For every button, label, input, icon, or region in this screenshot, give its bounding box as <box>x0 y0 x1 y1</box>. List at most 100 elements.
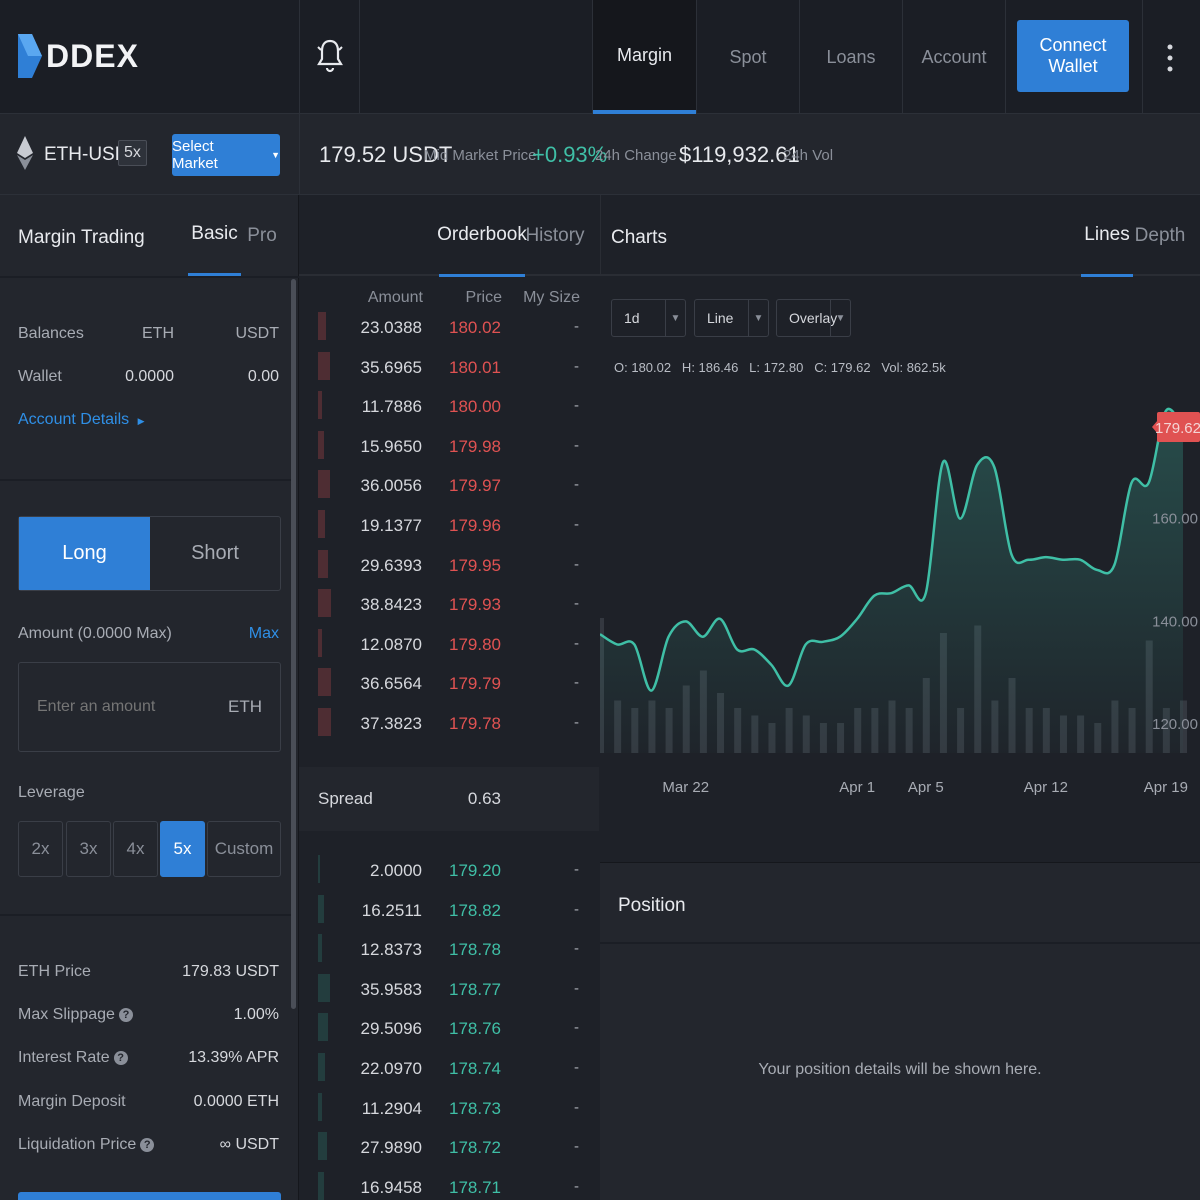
depth-bar <box>318 1013 329 1042</box>
select-market-dropdown[interactable]: Select Market ▼ <box>172 134 280 176</box>
order-amount: 29.6393 <box>360 555 422 575</box>
depth-bar <box>318 1092 322 1121</box>
leverage-badge: 5x <box>118 140 147 166</box>
order-price: 180.02 <box>449 318 501 337</box>
tab-lines[interactable]: Lines <box>1081 195 1133 277</box>
detail-interest-rate: Interest Rate? <box>18 1049 128 1067</box>
ask-row[interactable]: 15.9650 179.98 - <box>299 430 599 475</box>
connect-wallet-button[interactable]: Connect Wallet <box>1017 20 1129 92</box>
leverage-5x-button[interactable]: 5x <box>160 821 205 877</box>
nav-tab-spot[interactable]: Spot <box>729 46 767 67</box>
order-amount: 27.9890 <box>360 1138 422 1158</box>
spread-value: 0.63 <box>467 789 501 808</box>
order-price: 179.93 <box>449 595 501 615</box>
nav-tab-margin[interactable]: Margin <box>593 0 696 114</box>
ask-row[interactable]: 38.8423 179.93 - <box>299 589 599 633</box>
order-amount: 36.0056 <box>360 476 422 496</box>
long-button[interactable]: Long <box>19 517 150 590</box>
overlay-select[interactable]: Overlay ▼ <box>776 299 851 337</box>
tab-orderbook[interactable]: Orderbook <box>437 195 527 277</box>
position-empty-message: Your position details will be shown here… <box>758 1061 1042 1078</box>
help-icon[interactable]: ? <box>113 1051 128 1066</box>
price-line-chart[interactable]: 160.00 140.00 120.00 Mar 22 Apr 1 Apr 5 Apr 1… <box>600 375 1200 815</box>
x-tick-label: Apr 5 <box>908 779 944 796</box>
nav-tab-loans[interactable]: Loans <box>826 46 876 67</box>
current-price-label: 179.62 <box>1155 420 1200 437</box>
order-price: 178.72 <box>449 1138 501 1158</box>
ask-row[interactable]: 19.1377 179.96 - <box>299 510 599 554</box>
ask-row[interactable]: 37.3823 179.78 - <box>299 708 599 752</box>
tab-history[interactable]: History <box>525 225 585 246</box>
position-panel: Position Your position details will be s… <box>600 862 1200 1200</box>
depth-bar <box>318 934 323 963</box>
leverage-2x-button[interactable]: 2x <box>18 821 63 877</box>
price-area-fill <box>600 408 1183 753</box>
help-icon[interactable]: ? <box>140 1138 155 1153</box>
more-menu-icon[interactable] <box>1164 42 1176 74</box>
logo-text: DDEX <box>46 37 139 74</box>
ddex-logo[interactable]: DDEX <box>18 34 139 78</box>
tab-depth[interactable]: Depth <box>1134 225 1186 246</box>
bid-row[interactable]: 27.9890 178.72 - <box>299 1132 599 1176</box>
ask-row[interactable]: 12.0870 179.80 - <box>299 628 599 673</box>
max-amount-link[interactable]: Max <box>248 625 279 642</box>
depth-bar <box>318 1053 326 1081</box>
bid-row[interactable]: 35.9583 178.77 - <box>299 973 599 1018</box>
leverage-custom-button[interactable]: Custom <box>207 821 281 877</box>
leverage-4x-button[interactable]: 4x <box>113 821 158 877</box>
order-price: 178.78 <box>449 940 501 960</box>
depth-bar <box>318 973 331 1002</box>
bid-row[interactable]: 29.5096 178.76 - <box>299 1013 599 1057</box>
notifications-bell-icon[interactable] <box>314 38 346 74</box>
order-price: 179.80 <box>449 634 501 654</box>
market-ticker-bar: ETH-USDT 5x Select Market ▼ 179.52 USDT … <box>0 114 1200 195</box>
detail-liquidation-price: Liquidation Price? <box>18 1136 155 1154</box>
depth-bar <box>318 668 331 697</box>
y-tick-label: 160.00 <box>1152 511 1198 528</box>
bid-row[interactable]: 22.0970 178.74 - <box>299 1053 599 1097</box>
tab-basic[interactable]: Basic <box>188 195 241 276</box>
amount-label: Amount (0.0000 Max) <box>18 625 172 642</box>
amount-input-box[interactable]: ETH <box>18 662 281 752</box>
order-my-size: - <box>574 979 579 997</box>
charts-panel: Charts Lines Depth 1d ▼ Line ▼ Overlay ▼ O:… <box>600 195 1200 862</box>
leverage-3x-button[interactable]: 3x <box>66 821 111 877</box>
col-header-price: Price <box>465 289 502 306</box>
ask-row[interactable]: 29.6393 179.95 - <box>299 549 599 594</box>
order-price: 178.74 <box>449 1059 501 1078</box>
chart-style-select[interactable]: Line ▼ <box>694 299 769 337</box>
help-icon[interactable]: ? <box>118 1008 133 1023</box>
ask-row[interactable]: 23.0388 180.02 - <box>299 312 599 356</box>
bid-row[interactable]: 11.2904 178.73 - <box>299 1092 599 1137</box>
wallet-label: Wallet <box>18 368 62 385</box>
ask-row[interactable]: 11.7886 180.00 - <box>299 391 599 435</box>
bid-row[interactable]: 12.8373 178.78 - <box>299 934 599 978</box>
bid-row[interactable]: 16.2511 178.82 - <box>299 894 599 939</box>
ask-row[interactable]: 36.6564 179.79 - <box>299 668 599 712</box>
order-price: 179.97 <box>449 476 501 496</box>
short-button[interactable]: Short <box>191 542 239 564</box>
ask-row[interactable]: 36.0056 179.97 - <box>299 470 599 514</box>
depth-bar <box>318 628 323 657</box>
bid-row[interactable]: 2.0000 179.20 - <box>299 855 599 899</box>
depth-bar <box>318 708 331 736</box>
amount-input[interactable] <box>37 693 207 721</box>
top-nav-bar: DDEX Margin Spot Loans Account Connect W… <box>0 0 1200 114</box>
submit-order-button[interactable] <box>18 1192 281 1200</box>
ask-row[interactable]: 35.6965 180.01 - <box>299 351 599 396</box>
tab-pro[interactable]: Pro <box>247 224 277 246</box>
bid-row[interactable]: 16.9458 178.71 - <box>299 1171 599 1200</box>
volume-bar <box>1180 700 1187 753</box>
order-amount: 12.8373 <box>360 940 422 960</box>
margin-trading-panel: Margin Trading Basic Pro Balances ETH US… <box>0 195 299 1200</box>
spread-label: Spread <box>318 789 373 808</box>
caret-down-icon: ▼ <box>271 150 280 160</box>
scrollbar-thumb[interactable] <box>291 279 296 1009</box>
x-tick-label: Apr 1 <box>839 779 875 796</box>
account-details-link[interactable]: Account Details ▶ <box>18 411 145 428</box>
nav-tab-account[interactable]: Account <box>921 46 987 67</box>
order-amount: 2.0000 <box>370 861 422 880</box>
order-amount: 16.9458 <box>360 1177 422 1197</box>
interval-select[interactable]: 1d ▼ <box>611 299 686 337</box>
order-amount: 19.1377 <box>360 516 422 535</box>
